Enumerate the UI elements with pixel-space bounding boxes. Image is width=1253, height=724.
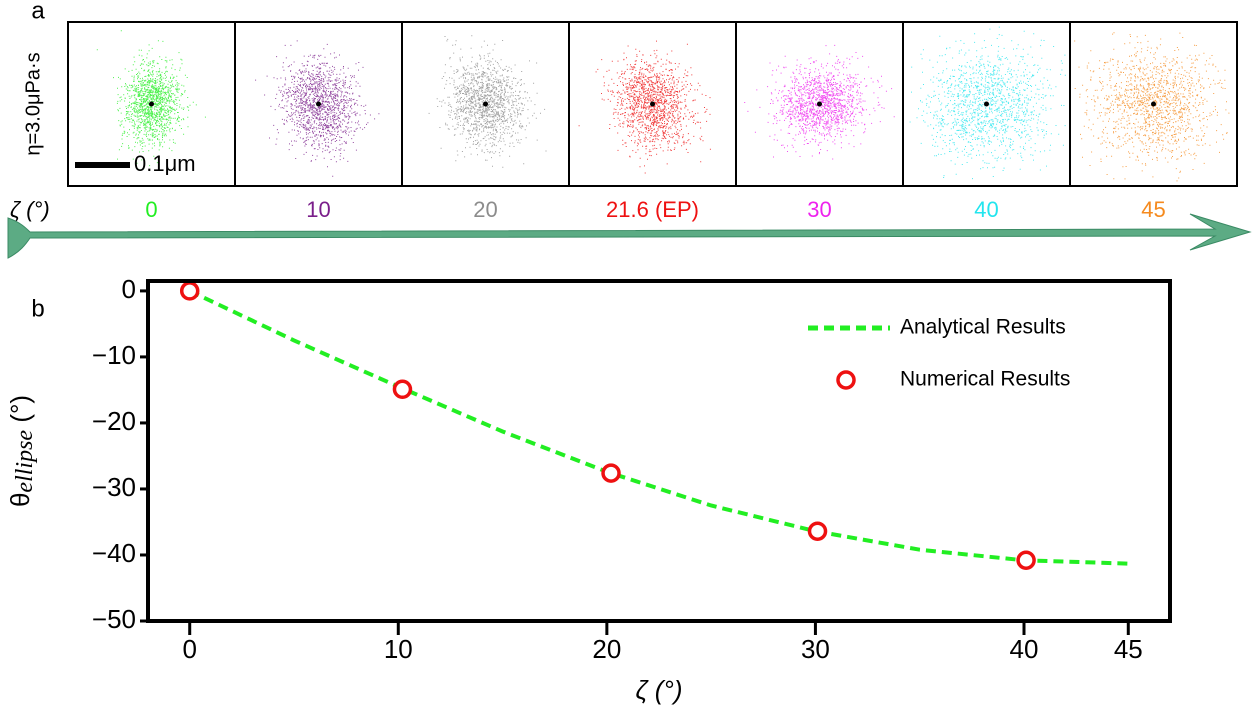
center-dot <box>149 101 154 107</box>
numerical-point <box>392 379 413 400</box>
eta-label: η=3.0μPa·s <box>22 52 44 155</box>
trajectory-cloud <box>744 44 895 160</box>
x-tick-label: 40 <box>1010 634 1039 664</box>
panel-letter: b <box>31 295 44 322</box>
center-dot <box>650 101 655 107</box>
numerical-point <box>807 521 828 541</box>
numerical-point <box>1016 550 1036 571</box>
trajectory-cloud <box>1074 32 1230 182</box>
numerical-point <box>179 281 200 301</box>
y-tick-label: −10 <box>92 340 136 370</box>
trajectory-cloud <box>578 40 711 174</box>
trajectory-cloud <box>909 26 1066 180</box>
zeta-value: 21.6 (EP) <box>606 197 699 222</box>
scale-label: 0.1μm <box>134 151 196 176</box>
center-dot <box>1151 101 1156 107</box>
trajectory-cloud <box>428 35 547 168</box>
x-tick-label: 30 <box>801 634 830 664</box>
legend-label: Analytical Results <box>900 316 1066 339</box>
y-axis-label: θellipse (°) <box>5 395 38 507</box>
center-dot <box>316 101 321 107</box>
zeta-value: 30 <box>807 197 831 222</box>
x-tick-label: 20 <box>592 634 621 664</box>
numerical-point <box>601 463 621 483</box>
x-tick-label: 10 <box>384 634 413 664</box>
zeta-value: 10 <box>306 197 330 222</box>
x-tick-label: 45 <box>1114 634 1143 664</box>
trajectory-panels: 0 10 20 21.6 (EP) 30 40 45 0.1μm <box>67 21 1238 222</box>
panel-frame <box>67 21 236 187</box>
zeta-arrow <box>7 213 1252 259</box>
y-tick-label: −30 <box>92 472 136 502</box>
x-tick-label: 0 <box>182 634 196 664</box>
zeta-value: 0 <box>145 197 157 222</box>
center-dot <box>984 101 989 107</box>
y-label-part: ellipse <box>12 430 38 493</box>
x-axis-label: ζ (°) <box>636 675 683 705</box>
theta-chart: 0 −10 −20 −30 −40 −50 0 10 20 30 40 45 ζ (°) θellipse… <box>5 274 1172 705</box>
panel-letter: a <box>31 0 45 24</box>
y-label-part: θ <box>5 493 35 507</box>
trajectory-cloud <box>255 40 380 177</box>
y-tick-label: −50 <box>92 604 136 634</box>
y-label-part: (°) <box>5 395 35 430</box>
legend-label: Numerical Results <box>900 368 1070 391</box>
center-dot <box>817 101 822 107</box>
zeta-label: ζ (°) <box>10 197 50 222</box>
zeta-value: 45 <box>1141 197 1165 222</box>
y-tick-label: −40 <box>92 538 136 568</box>
plot-frame <box>146 279 1172 623</box>
zeta-value: 20 <box>473 197 497 222</box>
legend-marker <box>836 370 856 390</box>
zeta-value: 40 <box>974 197 998 222</box>
center-dot <box>483 101 488 107</box>
y-tick-label: −20 <box>92 406 136 436</box>
trajectory-cloud <box>96 30 206 170</box>
y-tick-label: 0 <box>122 274 136 304</box>
